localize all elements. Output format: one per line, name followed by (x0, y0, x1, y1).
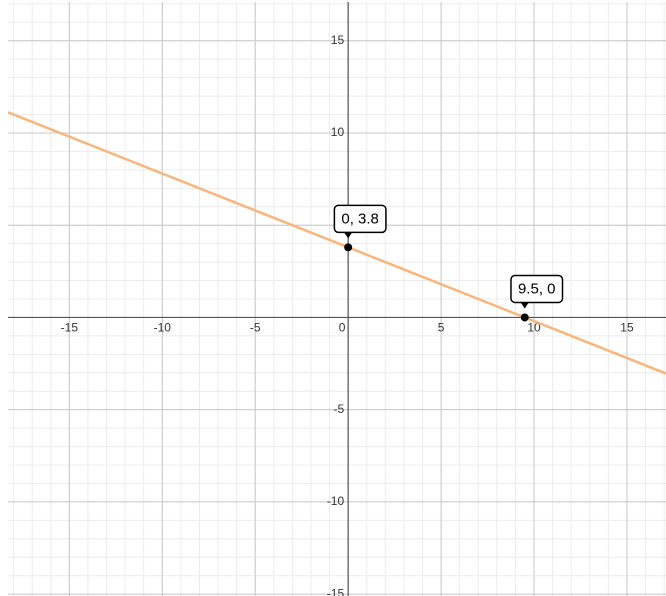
x-tick-label: -5 (250, 321, 261, 335)
point (520, 313, 529, 322)
y-tick-label: -10 (327, 494, 345, 508)
y-tick-label: -15 (327, 586, 345, 596)
point-label-text: 9.5, 0 (518, 280, 556, 297)
point-label: 0, 3.8 (333, 204, 387, 239)
label-box (510, 274, 564, 304)
x-tick-label: 15 (620, 321, 634, 335)
y-tick-label: 10 (331, 125, 345, 139)
point-label: 9.5, 0 (510, 274, 564, 309)
label-pointer (344, 232, 353, 239)
y-tick-label: 15 (331, 33, 345, 47)
label-pointer (520, 302, 529, 309)
x-tick-label: -15 (61, 321, 79, 335)
line (7, 111, 666, 375)
point-label-text: 0, 3.8 (341, 210, 379, 227)
x-tick-label: 5 (438, 321, 445, 335)
x-tick-label: 10 (527, 321, 541, 335)
x-tick-label: 0 (339, 321, 346, 335)
x-tick-label: -10 (154, 321, 172, 335)
label-box (333, 204, 387, 234)
y-tick-label: -5 (333, 402, 344, 416)
point (344, 243, 353, 252)
